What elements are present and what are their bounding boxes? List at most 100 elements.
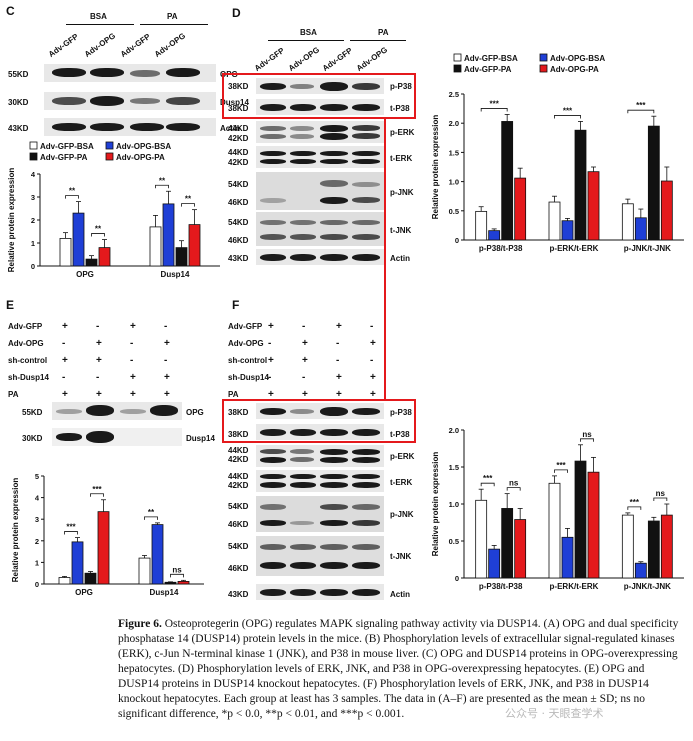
y-tick-label: 1.0 xyxy=(449,178,459,187)
condition-sign: + xyxy=(336,372,342,383)
blot-protein-label: p-P38 xyxy=(390,408,412,417)
y-tick-label: 0.5 xyxy=(449,537,459,546)
bar xyxy=(188,224,201,267)
legend-label: Adv-OPG-BSA xyxy=(116,142,171,151)
significance-label: *** xyxy=(483,474,493,483)
significance-label: *** xyxy=(66,523,76,532)
lane-label: Adv-OPG xyxy=(286,45,322,73)
significance-bracket xyxy=(627,506,642,510)
significance-bracket xyxy=(155,184,169,189)
significance-label: ns xyxy=(656,489,666,498)
blot-tp38-d xyxy=(256,99,384,115)
bar xyxy=(488,230,501,241)
significance-label: *** xyxy=(630,498,640,507)
panel-e-label: E xyxy=(6,298,15,312)
lane-label: Adv-GFP xyxy=(320,45,355,73)
blot-protein-label: Actin xyxy=(390,254,410,263)
bar xyxy=(587,171,600,241)
group-pa-label: PA xyxy=(378,28,389,37)
legend-swatch xyxy=(29,141,38,150)
condition-row-label: Adv-GFP xyxy=(8,322,43,331)
condition-row-label: sh-control xyxy=(228,356,268,365)
blot-pp38-d xyxy=(256,78,384,94)
condition-row-label: sh-Dusp14 xyxy=(228,373,269,382)
condition-row-label: Adv-OPG xyxy=(228,339,264,348)
significance-bracket xyxy=(554,469,568,473)
significance-label: ** xyxy=(148,508,155,517)
blot-protein-label: Actin xyxy=(390,590,410,599)
y-tick-label: 1 xyxy=(31,239,35,248)
blot-pjnk-f xyxy=(256,496,384,532)
condition-sign: + xyxy=(62,355,68,366)
condition-sign: - xyxy=(370,355,374,366)
condition-sign: - xyxy=(96,321,100,332)
condition-sign: - xyxy=(130,355,134,366)
caption-text: Osteoprotegerin (OPG) regulates MAPK sig… xyxy=(118,618,679,720)
x-tick-label: p-ERK/t-ERK xyxy=(550,582,599,591)
bar xyxy=(85,258,98,267)
blot-kd-label: 42KD xyxy=(228,158,249,167)
blot-dusp14-e xyxy=(52,428,182,446)
significance-label: ** xyxy=(95,225,102,234)
blot-protein-label: t-ERK xyxy=(390,478,413,487)
y-tick-label: 5 xyxy=(35,472,39,481)
blot-protein-label: OPG xyxy=(186,408,204,417)
bar xyxy=(561,536,574,579)
condition-sign: + xyxy=(130,389,136,400)
bar xyxy=(634,217,647,241)
blot-protein-label: p-ERK xyxy=(390,128,415,137)
bar xyxy=(501,508,514,579)
highlight-box-d xyxy=(222,73,416,119)
significance-label: *** xyxy=(92,485,102,494)
significance-bracket xyxy=(653,497,668,501)
y-tick-label: 1.5 xyxy=(449,148,459,157)
blot-kd-label: 43KD xyxy=(228,590,249,599)
significance-bracket xyxy=(554,115,581,119)
legend-swatch xyxy=(539,53,548,62)
bar xyxy=(621,514,634,579)
blot-kd-label: 54KD xyxy=(228,542,249,551)
blot-pjnk-d xyxy=(256,172,384,210)
group-bsa-line xyxy=(268,40,344,41)
condition-sign: + xyxy=(96,355,102,366)
y-tick-label: 0 xyxy=(31,262,35,271)
legend-label: Adv-OPG-PA xyxy=(550,65,599,74)
bar xyxy=(561,220,574,241)
x-tick-label: p-ERK/t-ERK xyxy=(550,244,599,253)
x-tick-label: OPG xyxy=(76,270,94,279)
lane-label: Adv-OPG xyxy=(354,45,390,73)
lane-label: Adv-OPG xyxy=(152,31,188,59)
significance-label: ns xyxy=(172,565,182,574)
blot-kd-label: 46KD xyxy=(228,198,249,207)
blot-kd-label: 38KD xyxy=(228,104,249,113)
y-tick-label: 2.0 xyxy=(449,426,459,435)
y-tick-label: 2 xyxy=(35,537,39,546)
blot-kd-label: 46KD xyxy=(228,236,249,245)
significance-bracket xyxy=(480,108,508,112)
blot-kd-label: 42KD xyxy=(228,481,249,490)
blot-perk-d xyxy=(256,121,384,143)
condition-row-label: Adv-GFP xyxy=(228,322,263,331)
blot-kd-label: 38KD xyxy=(228,82,249,91)
bar xyxy=(660,180,673,241)
blot-protein-label: p-JNK xyxy=(390,510,414,519)
bar xyxy=(475,499,488,579)
x-tick-label: Dusp14 xyxy=(150,588,179,597)
significance-label: *** xyxy=(636,101,646,110)
condition-sign: + xyxy=(164,372,170,383)
significance-label: *** xyxy=(556,461,566,470)
condition-sign: + xyxy=(336,321,342,332)
condition-sign: + xyxy=(268,389,274,400)
condition-sign: - xyxy=(336,355,340,366)
highlight-connector xyxy=(384,119,386,401)
y-axis-label: Relative protein expression xyxy=(11,478,20,583)
significance-label: ** xyxy=(185,195,192,204)
blot-protein-label: p-P38 xyxy=(390,82,412,91)
legend-label: Adv-OPG-BSA xyxy=(550,54,605,63)
lane-label: Adv-OPG xyxy=(82,31,118,59)
blot-protein-label: Actin xyxy=(220,124,240,133)
blot-kd-label: 54KD xyxy=(228,218,249,227)
x-tick-label: p-P38/t-P38 xyxy=(479,582,523,591)
blot-tp38-f xyxy=(256,424,384,440)
y-tick-label: 0 xyxy=(455,574,459,583)
